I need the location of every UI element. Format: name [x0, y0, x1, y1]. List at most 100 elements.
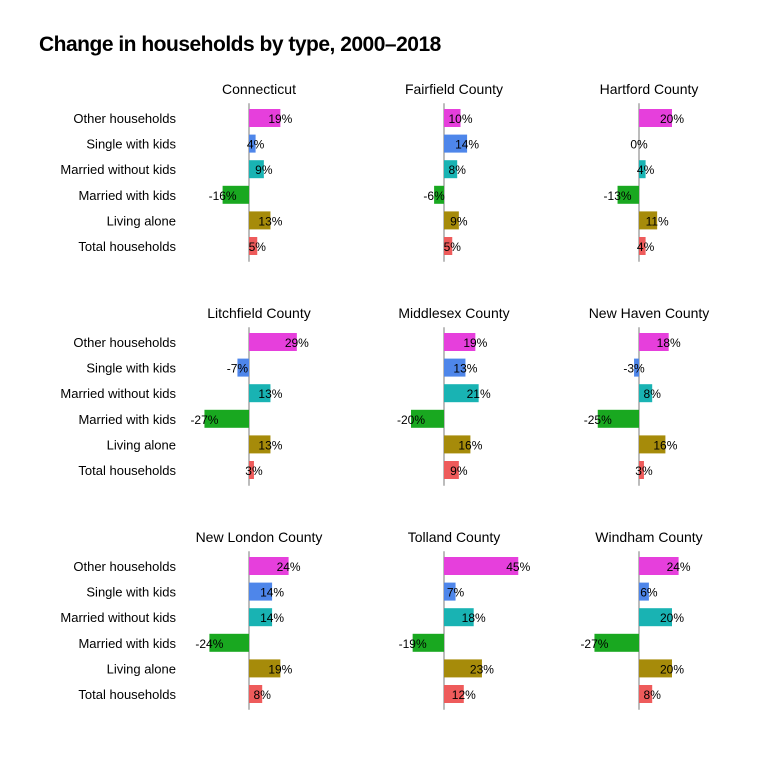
bar-hartford-county-living-alone — [639, 211, 658, 230]
value-label-new-haven-county-total-households: 3% — [635, 464, 653, 478]
value-label-tolland-county-total-households: 12% — [452, 688, 476, 702]
category-label-other-households: Other households — [73, 111, 176, 126]
value-label-hartford-county-other-households: 20% — [660, 112, 684, 126]
bar-fairfield-county-other-households — [444, 109, 461, 127]
value-label-windham-county-single-with-kids: 6% — [640, 586, 658, 600]
value-label-new-london-county-married-with-kids: -24% — [195, 637, 223, 651]
value-label-tolland-county-single-with-kids: 7% — [447, 586, 465, 600]
bar-middlesex-county-total-households — [444, 461, 459, 479]
bar-new-haven-county-married-with-kids — [597, 409, 639, 428]
value-label-connecticut-living-alone: 13% — [258, 214, 282, 228]
value-label-new-haven-county-married-with-kids: -25% — [584, 413, 612, 427]
value-label-fairfield-county-single-with-kids: 14% — [455, 138, 479, 152]
value-label-connecticut-total-households: 5% — [249, 240, 267, 254]
category-label-single-with-kids: Single with kids — [86, 361, 176, 376]
value-label-litchfield-county-married-without-kids: 13% — [258, 387, 282, 401]
value-label-tolland-county-other-households: 45% — [506, 560, 530, 574]
category-label-other-households: Other households — [73, 335, 176, 350]
bar-tolland-county-total-households — [444, 685, 464, 703]
facet-title-new-haven-county: New Haven County — [589, 305, 710, 321]
bar-tolland-county-other-households — [444, 557, 519, 575]
category-label-married-with-kids: Married with kids — [78, 188, 176, 203]
category-label-married-without-kids: Married without kids — [60, 386, 176, 401]
category-label-married-without-kids: Married without kids — [60, 162, 176, 177]
value-label-fairfield-county-other-households: 10% — [448, 112, 472, 126]
bar-tolland-county-single-with-kids — [444, 582, 456, 601]
value-label-middlesex-county-other-households: 19% — [463, 336, 487, 350]
bar-new-haven-county-living-alone — [639, 435, 666, 454]
value-label-windham-county-married-with-kids: -27% — [580, 637, 608, 651]
bar-new-london-county-single-with-kids — [249, 582, 273, 601]
value-label-new-london-county-living-alone: 19% — [268, 662, 292, 676]
chart-title: Change in households by type, 2000–2018 — [39, 33, 441, 56]
bar-middlesex-county-other-households — [444, 333, 476, 351]
value-label-litchfield-county-total-households: 3% — [245, 464, 263, 478]
bar-litchfield-county-single-with-kids — [237, 358, 249, 377]
category-label-total-households: Total households — [78, 463, 176, 478]
bar-new-london-county-other-households — [249, 557, 289, 575]
category-label-married-without-kids: Married without kids — [60, 610, 176, 625]
bar-tolland-county-married-with-kids — [412, 633, 444, 652]
category-label-living-alone: Living alone — [107, 437, 176, 452]
bar-fairfield-county-married-without-kids — [444, 160, 458, 179]
bar-connecticut-living-alone — [249, 211, 271, 230]
value-label-litchfield-county-other-households: 29% — [285, 336, 309, 350]
facet-title-litchfield-county: Litchfield County — [207, 305, 311, 321]
bar-middlesex-county-single-with-kids — [444, 358, 466, 377]
value-label-windham-county-total-households: 8% — [644, 688, 662, 702]
bar-hartford-county-total-households — [639, 237, 646, 255]
value-label-middlesex-county-total-households: 9% — [450, 464, 468, 478]
value-label-windham-county-other-households: 24% — [667, 560, 691, 574]
bar-litchfield-county-other-households — [249, 333, 297, 351]
value-label-tolland-county-married-with-kids: -19% — [399, 637, 427, 651]
bar-windham-county-married-with-kids — [594, 633, 639, 652]
value-label-connecticut-married-with-kids: -16% — [209, 189, 237, 203]
facet-title-fairfield-county: Fairfield County — [405, 81, 503, 97]
bar-connecticut-single-with-kids — [249, 134, 256, 153]
facet-title-new-london-county: New London County — [196, 529, 323, 545]
value-label-connecticut-single-with-kids: 4% — [247, 138, 265, 152]
bar-fairfield-county-total-households — [444, 237, 453, 255]
category-label-total-households: Total households — [78, 687, 176, 702]
bar-hartford-county-married-without-kids — [639, 160, 646, 179]
bar-hartford-county-other-households — [639, 109, 672, 127]
category-label-living-alone: Living alone — [107, 213, 176, 228]
bar-tolland-county-living-alone — [444, 659, 482, 678]
value-label-new-haven-county-married-without-kids: 8% — [644, 387, 662, 401]
bar-fairfield-county-single-with-kids — [444, 134, 468, 153]
value-label-hartford-county-married-without-kids: 4% — [637, 163, 655, 177]
bar-windham-county-married-without-kids — [639, 608, 672, 627]
bar-hartford-county-married-with-kids — [617, 185, 639, 204]
value-label-middlesex-county-living-alone: 16% — [458, 438, 482, 452]
value-label-middlesex-county-single-with-kids: 13% — [453, 362, 477, 376]
category-label-married-with-kids: Married with kids — [78, 412, 176, 427]
category-label-living-alone: Living alone — [107, 661, 176, 676]
bar-connecticut-married-with-kids — [222, 185, 249, 204]
bar-litchfield-county-married-with-kids — [204, 409, 249, 428]
bar-new-haven-county-other-households — [639, 333, 669, 351]
facet-title-middlesex-county: Middlesex County — [398, 305, 509, 321]
bar-windham-county-single-with-kids — [639, 582, 649, 601]
value-label-fairfield-county-living-alone: 9% — [450, 214, 468, 228]
value-label-new-london-county-total-households: 8% — [254, 688, 272, 702]
bar-litchfield-county-total-households — [249, 461, 254, 479]
bar-middlesex-county-living-alone — [444, 435, 471, 454]
bar-fairfield-county-married-with-kids — [434, 185, 444, 204]
bar-connecticut-total-households — [249, 237, 258, 255]
category-label-other-households: Other households — [73, 559, 176, 574]
bar-connecticut-married-without-kids — [249, 160, 264, 179]
value-label-new-haven-county-other-households: 18% — [657, 336, 681, 350]
facet-title-connecticut: Connecticut — [222, 81, 296, 97]
bar-middlesex-county-married-with-kids — [411, 409, 444, 428]
value-label-litchfield-county-married-with-kids: -27% — [190, 413, 218, 427]
bar-windham-county-other-households — [639, 557, 679, 575]
bar-new-london-county-married-with-kids — [209, 633, 249, 652]
value-label-hartford-county-total-households: 4% — [637, 240, 655, 254]
value-label-hartford-county-living-alone: 11% — [646, 214, 669, 228]
value-label-hartford-county-married-with-kids: -13% — [604, 189, 632, 203]
bar-new-haven-county-total-households — [639, 461, 644, 479]
facet-title-windham-county: Windham County — [595, 529, 702, 545]
value-label-tolland-county-married-without-kids: 18% — [462, 611, 486, 625]
value-label-hartford-county-single-with-kids: 0% — [630, 138, 648, 152]
